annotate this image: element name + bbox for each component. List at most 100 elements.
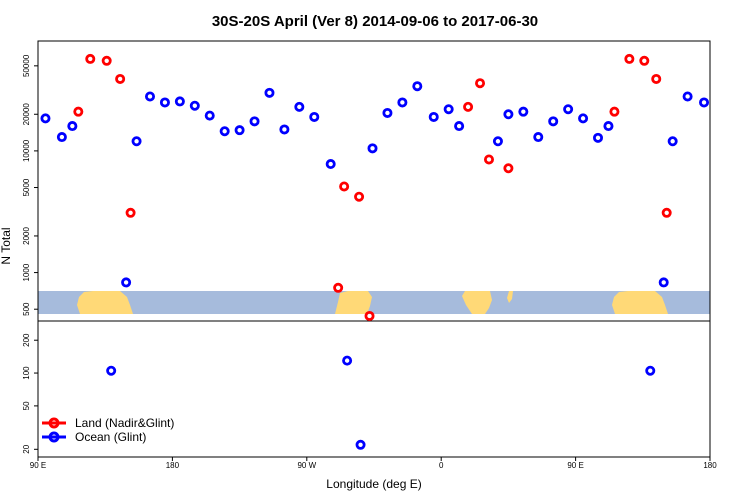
land-australia	[77, 291, 133, 314]
land-point	[115, 73, 126, 84]
land-point	[609, 106, 620, 117]
world-map-strip	[38, 291, 710, 314]
ocean-point	[503, 109, 514, 120]
ocean-point	[204, 110, 215, 121]
x-tick-label: 90 W	[297, 461, 316, 470]
land-point	[85, 53, 96, 64]
land-point	[125, 207, 136, 218]
ocean-point	[249, 116, 260, 127]
ocean-point	[144, 91, 155, 102]
ocean-point	[67, 121, 78, 132]
legend: Land (Nadir&Glint) Ocean (Glint)	[42, 416, 174, 444]
x-tick-label: 0	[439, 461, 444, 470]
top-y-tick-label: 20000	[22, 103, 31, 126]
ocean-point	[174, 96, 185, 107]
legend-ocean-label: Ocean (Glint)	[75, 430, 146, 444]
land-point	[73, 106, 84, 117]
land-point	[463, 101, 474, 112]
land-point	[339, 181, 350, 192]
ocean-point	[219, 126, 230, 137]
bottom-y-tick-label: 200	[22, 333, 31, 347]
top-y-tick-label: 1000	[22, 263, 31, 281]
legend-land-marker	[48, 417, 60, 429]
ocean-point	[234, 125, 245, 136]
ocean-point	[367, 143, 378, 154]
top-y-tick-label: 50000	[22, 54, 31, 77]
ocean-point	[159, 97, 170, 108]
land-south-america	[335, 291, 372, 314]
land-point	[475, 78, 486, 89]
ocean-point	[56, 132, 67, 143]
ocean-point	[658, 277, 669, 288]
land-point	[661, 207, 672, 218]
land-australia-repeat	[612, 291, 668, 314]
top-panel-frame	[37, 40, 711, 322]
ocean-point	[667, 136, 678, 147]
bottom-panel-frame	[37, 320, 711, 458]
land-point	[624, 53, 635, 64]
ocean-point	[309, 111, 320, 122]
bottom-y-tick-label: 100	[22, 366, 31, 380]
ocean-point	[294, 101, 305, 112]
land-madagascar	[507, 291, 513, 303]
x-axis: 90 E 180 90 W 0 90 E 180	[30, 457, 717, 470]
ocean-point	[578, 113, 589, 124]
top-y-tick-label: 2000	[22, 226, 31, 244]
ocean-point	[189, 100, 200, 111]
ocean-point	[279, 124, 290, 135]
ocean-point	[454, 121, 465, 132]
x-tick-label: 90 E	[567, 461, 583, 470]
ocean-point	[593, 132, 604, 143]
bottom-y-tick-label: 20	[22, 444, 31, 453]
ocean-point	[121, 277, 132, 288]
ocean-point	[645, 365, 656, 376]
ocean-point	[106, 365, 117, 376]
chart-title: 30S-20S April (Ver 8) 2014-09-06 to 2017…	[212, 13, 538, 30]
land-point	[364, 310, 375, 321]
land-point	[639, 55, 650, 66]
ocean-point	[40, 113, 51, 124]
ocean-point	[492, 136, 503, 147]
ocean-point	[533, 132, 544, 143]
ocean-point	[443, 104, 454, 115]
ocean-point	[428, 111, 439, 122]
bottom-y-tick-label: 50	[22, 401, 31, 410]
ocean-point	[382, 107, 393, 118]
ocean-point	[342, 355, 353, 366]
land-point	[483, 154, 494, 165]
ocean-point	[264, 87, 275, 98]
ocean-point	[548, 116, 559, 127]
top-y-tick-label: 500	[22, 302, 31, 316]
ocean-strip	[38, 291, 710, 314]
bottom-y-axis: 20 50 100 200	[22, 333, 38, 454]
top-y-axis: 500 1000 2000 5000 10000 20000 50000	[22, 54, 38, 316]
ocean-point	[397, 97, 408, 108]
x-tick-label: 90 E	[30, 461, 46, 470]
x-tick-label: 180	[166, 461, 180, 470]
legend-ocean-marker	[48, 431, 60, 443]
ocean-point	[563, 104, 574, 115]
land-point	[333, 282, 344, 293]
ocean-point	[518, 106, 529, 117]
top-y-tick-label: 5000	[22, 178, 31, 196]
land-point	[354, 191, 365, 202]
data-points	[40, 53, 710, 450]
ocean-point	[325, 159, 336, 170]
land-point	[651, 73, 662, 84]
land-point	[503, 163, 514, 174]
land-southern-africa	[462, 291, 492, 314]
ocean-point	[412, 81, 423, 92]
plot-frame	[37, 40, 711, 458]
ocean-point	[355, 439, 366, 450]
ocean-point	[603, 121, 614, 132]
legend-land-label: Land (Nadir&Glint)	[75, 416, 174, 430]
land-point	[101, 55, 112, 66]
ocean-point	[131, 136, 142, 147]
ocean-point	[699, 97, 710, 108]
x-tick-label: 180	[703, 461, 717, 470]
y-axis-label: N Total	[0, 227, 13, 264]
x-axis-label: Longitude (deg E)	[326, 477, 421, 491]
ocean-point	[682, 91, 693, 102]
top-y-tick-label: 10000	[22, 139, 31, 162]
